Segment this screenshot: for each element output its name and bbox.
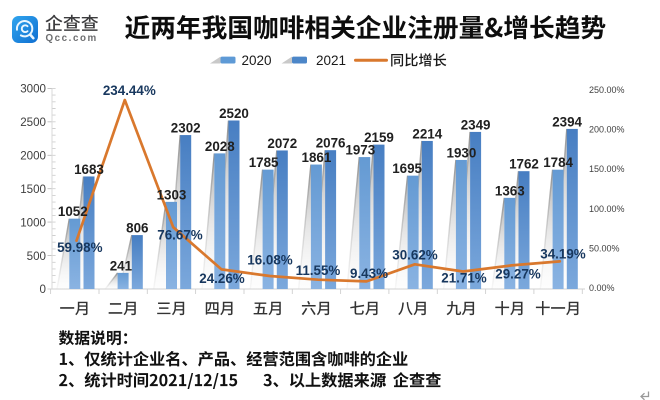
svg-text:2020: 2020 [242, 53, 272, 68]
svg-text:0.00%: 0.00% [589, 283, 615, 293]
svg-text:2028: 2028 [205, 139, 235, 154]
svg-text:1363: 1363 [495, 183, 525, 198]
svg-text:1052: 1052 [58, 204, 88, 219]
svg-text:241: 241 [110, 258, 133, 273]
svg-text:1861: 1861 [302, 150, 332, 165]
svg-text:1303: 1303 [157, 187, 187, 202]
svg-text:1930: 1930 [447, 145, 477, 160]
svg-text:59.98%: 59.98% [57, 240, 103, 255]
svg-text:2349: 2349 [461, 117, 491, 132]
svg-text:2394: 2394 [552, 114, 582, 129]
svg-text:1000: 1000 [20, 216, 46, 229]
svg-text:Qcc.com: Qcc.com [46, 33, 98, 44]
svg-text:1762: 1762 [509, 157, 539, 172]
svg-text:0: 0 [40, 283, 46, 296]
svg-text:500: 500 [27, 250, 46, 263]
svg-text:1784: 1784 [543, 155, 573, 170]
svg-text:200.00%: 200.00% [589, 125, 625, 135]
svg-text:29.27%: 29.27% [495, 267, 541, 282]
svg-text:21.71%: 21.71% [441, 271, 487, 286]
svg-text:2000: 2000 [20, 150, 46, 163]
svg-text:24.26%: 24.26% [199, 271, 245, 286]
svg-text:806: 806 [126, 221, 148, 236]
svg-text:2076: 2076 [316, 136, 346, 151]
svg-text:1695: 1695 [392, 161, 422, 176]
svg-text:76.67%: 76.67% [157, 228, 203, 243]
svg-text:2021: 2021 [316, 53, 346, 68]
svg-text:100.00%: 100.00% [589, 204, 625, 214]
svg-text:1683: 1683 [74, 162, 104, 177]
svg-text:1500: 1500 [20, 183, 46, 196]
svg-text:2072: 2072 [267, 136, 297, 151]
svg-text:250.00%: 250.00% [589, 85, 625, 95]
svg-text:11.55%: 11.55% [296, 263, 341, 278]
svg-text:1973: 1973 [345, 143, 375, 158]
svg-text:2500: 2500 [20, 116, 46, 129]
svg-text:2302: 2302 [171, 121, 201, 136]
svg-text:1785: 1785 [249, 155, 279, 170]
svg-text:9.43%: 9.43% [350, 266, 388, 281]
svg-text:3000: 3000 [20, 83, 46, 96]
svg-text:150.00%: 150.00% [589, 164, 625, 174]
svg-text:2214: 2214 [412, 126, 442, 141]
svg-text:34.19%: 34.19% [540, 246, 586, 261]
svg-text:2159: 2159 [364, 130, 394, 145]
svg-text:16.08%: 16.08% [247, 253, 293, 268]
svg-text:50.00%: 50.00% [589, 243, 620, 253]
svg-text:30.62%: 30.62% [392, 247, 438, 262]
svg-text:234.44%: 234.44% [103, 83, 156, 98]
svg-text:2520: 2520 [219, 106, 249, 121]
